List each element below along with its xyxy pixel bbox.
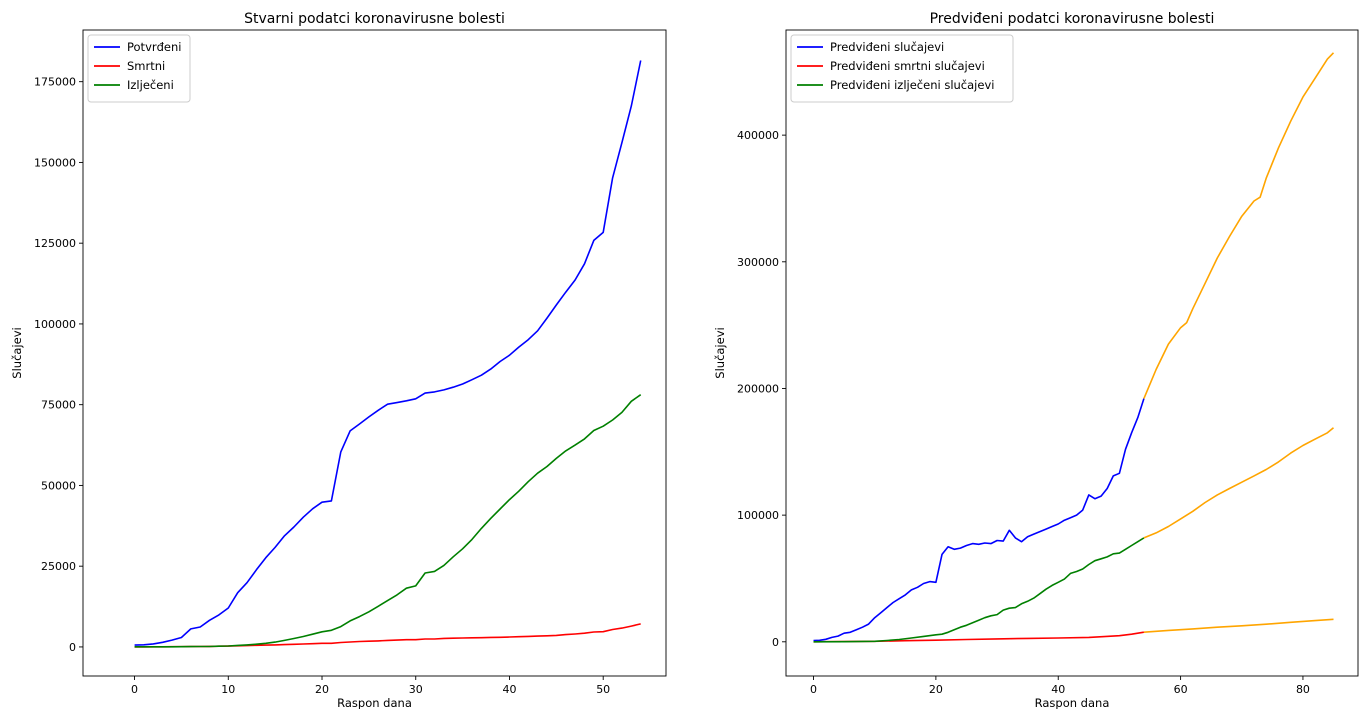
y-tick-label: 50000 — [41, 479, 76, 492]
x-tick-label: 0 — [131, 683, 138, 696]
y-axis-label: Slučajevi — [10, 327, 24, 378]
x-tick-label: 40 — [1051, 683, 1065, 696]
series-line-predviđeni-izlječeni-slučajevi — [813, 537, 1145, 643]
y-tick-label: 0 — [772, 636, 779, 649]
legend: Predviđeni slučajevi Predviđeni smrtni sl… — [790, 34, 1014, 103]
x-tick-label: 80 — [1296, 683, 1310, 696]
y-tick-label: 150000 — [34, 156, 76, 169]
series-group — [813, 52, 1335, 643]
y-tick-label: 300000 — [737, 256, 779, 269]
x-tick-label: 0 — [810, 683, 817, 696]
y-axis-label: Slučajevi — [713, 327, 727, 378]
x-axis-label: Raspon dana — [1035, 696, 1110, 709]
legend-box — [790, 34, 1014, 103]
legend-label: Potvrđeni — [127, 40, 181, 54]
y-tick-label: 75000 — [41, 399, 76, 412]
y-tick-label: 175000 — [34, 76, 76, 89]
chart-left: Stvarni podatci koronavirusne bolesti 0 10… — [10, 11, 667, 709]
series-line-smrtni — [134, 623, 641, 648]
x-tick-label: 40 — [502, 683, 516, 696]
chart-title: Stvarni podatci koronavirusne bolesti — [244, 11, 505, 27]
series-line-predviđeni-smrtni-slučajevi — [813, 631, 1145, 643]
plot-frame — [785, 29, 1359, 677]
series-line-potvrđeni — [134, 60, 642, 646]
legend-label: Izlječeni — [127, 78, 174, 92]
x-tick-label: 30 — [409, 683, 423, 696]
legend-label: Smrtni — [127, 59, 165, 73]
legend-label: Predviđeni izlječeni slučajevi — [830, 78, 994, 92]
x-tick-label: 20 — [315, 683, 329, 696]
y-tick-label: 100000 — [737, 509, 779, 522]
x-tick-label: 50 — [596, 683, 610, 696]
legend-label: Predviđeni smrtni slučajevi — [830, 59, 985, 73]
x-tick-label: 60 — [1174, 683, 1188, 696]
chart-right: Predviđeni podatci koronavirusne bolesti… — [713, 11, 1359, 709]
legend: Potvrđeni Smrtni Izlječeni — [87, 34, 191, 103]
series-line-forecast-4 — [1143, 427, 1335, 539]
y-tick-label: 0 — [69, 641, 76, 654]
x-axis-label: Raspon dana — [337, 696, 412, 709]
x-tick-label: 10 — [221, 683, 235, 696]
y-tick-label: 400000 — [737, 129, 779, 142]
series-line-predviđeni-slučajevi — [813, 398, 1145, 642]
series-line-izlječeni — [134, 394, 642, 648]
y-tick-label: 200000 — [737, 382, 779, 395]
y-tick-label: 100000 — [34, 318, 76, 331]
plot-frame — [82, 29, 667, 677]
y-tick-label: 125000 — [34, 237, 76, 250]
chart-title: Predviđeni podatci koronavirusne bolesti — [930, 11, 1215, 27]
x-tick-label: 20 — [929, 683, 943, 696]
y-tick-label: 25000 — [41, 560, 76, 573]
series-group — [134, 60, 642, 648]
legend-label: Predviđeni slučajevi — [830, 40, 944, 54]
series-line-forecast-5 — [1143, 618, 1334, 633]
series-line-forecast-3 — [1143, 52, 1335, 399]
